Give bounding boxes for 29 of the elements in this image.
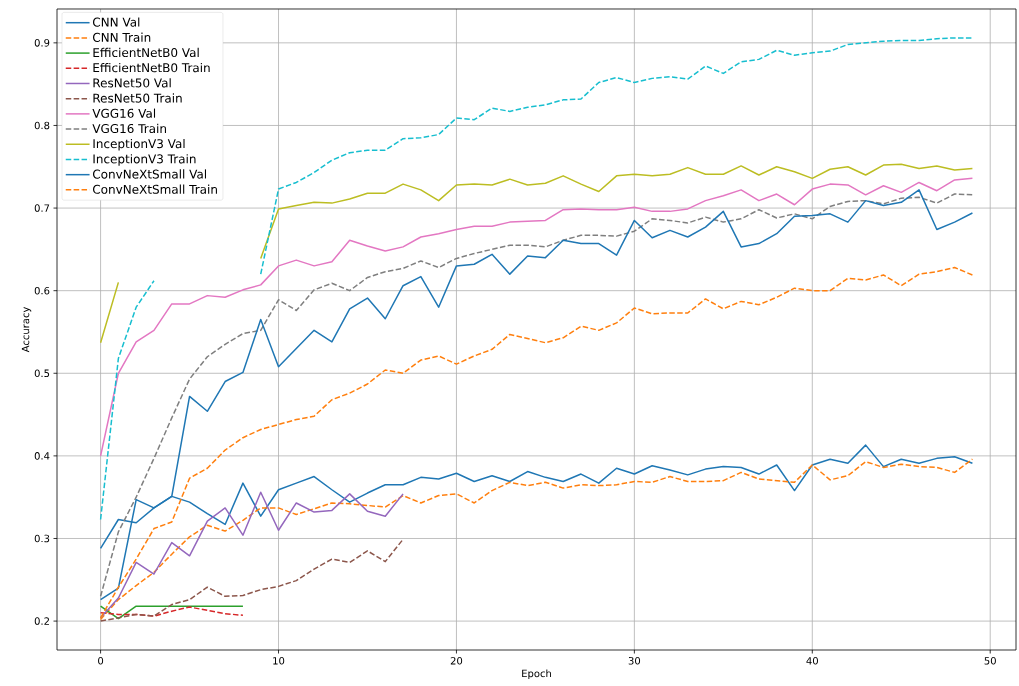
y-tick-label: 0.5 xyxy=(34,369,50,378)
line-series xyxy=(99,491,404,619)
y-axis-title: Accuracy xyxy=(21,306,32,353)
legend-label: ResNet50 Val xyxy=(93,78,171,88)
legend-label: EfficientNetB0 Train xyxy=(93,62,210,73)
y-tick-label: 0.4 xyxy=(34,452,50,460)
x-tick-label: 0 xyxy=(98,657,104,665)
y-tick-label: 0.9 xyxy=(34,39,50,47)
y-tick-label: 0.2 xyxy=(34,617,49,625)
x-tick-label: 20 xyxy=(450,657,463,665)
y-tick-label: 0.8 xyxy=(34,121,50,130)
legend-label: VGG16 Train xyxy=(92,123,166,134)
legend-label: ConvNeXtSmall Val xyxy=(92,169,207,179)
x-tick-label: 50 xyxy=(984,657,996,665)
x-tick-label: 30 xyxy=(628,657,641,665)
x-tick-label: 40 xyxy=(806,657,818,665)
y-tick-label: 0.6 xyxy=(34,286,50,295)
legend-label: CNN Train xyxy=(92,32,151,42)
legend-label: EfficientNetB0 Val xyxy=(93,47,199,58)
legend-label: VGG16 Val xyxy=(92,108,156,118)
y-tick-label: 0.7 xyxy=(34,204,50,212)
legend-label: CNN Val xyxy=(92,17,140,27)
legend-label: ResNet50 Train xyxy=(93,93,182,103)
y-tick-label: 0.3 xyxy=(34,534,50,543)
legend-label: InceptionV3 Train xyxy=(93,154,196,166)
legend-label: InceptionV3 Val xyxy=(93,138,185,151)
x-tick-label: 10 xyxy=(273,657,285,665)
legend-label: ConvNeXtSmall Train xyxy=(92,184,217,194)
x-axis-title: Epoch xyxy=(522,669,551,680)
